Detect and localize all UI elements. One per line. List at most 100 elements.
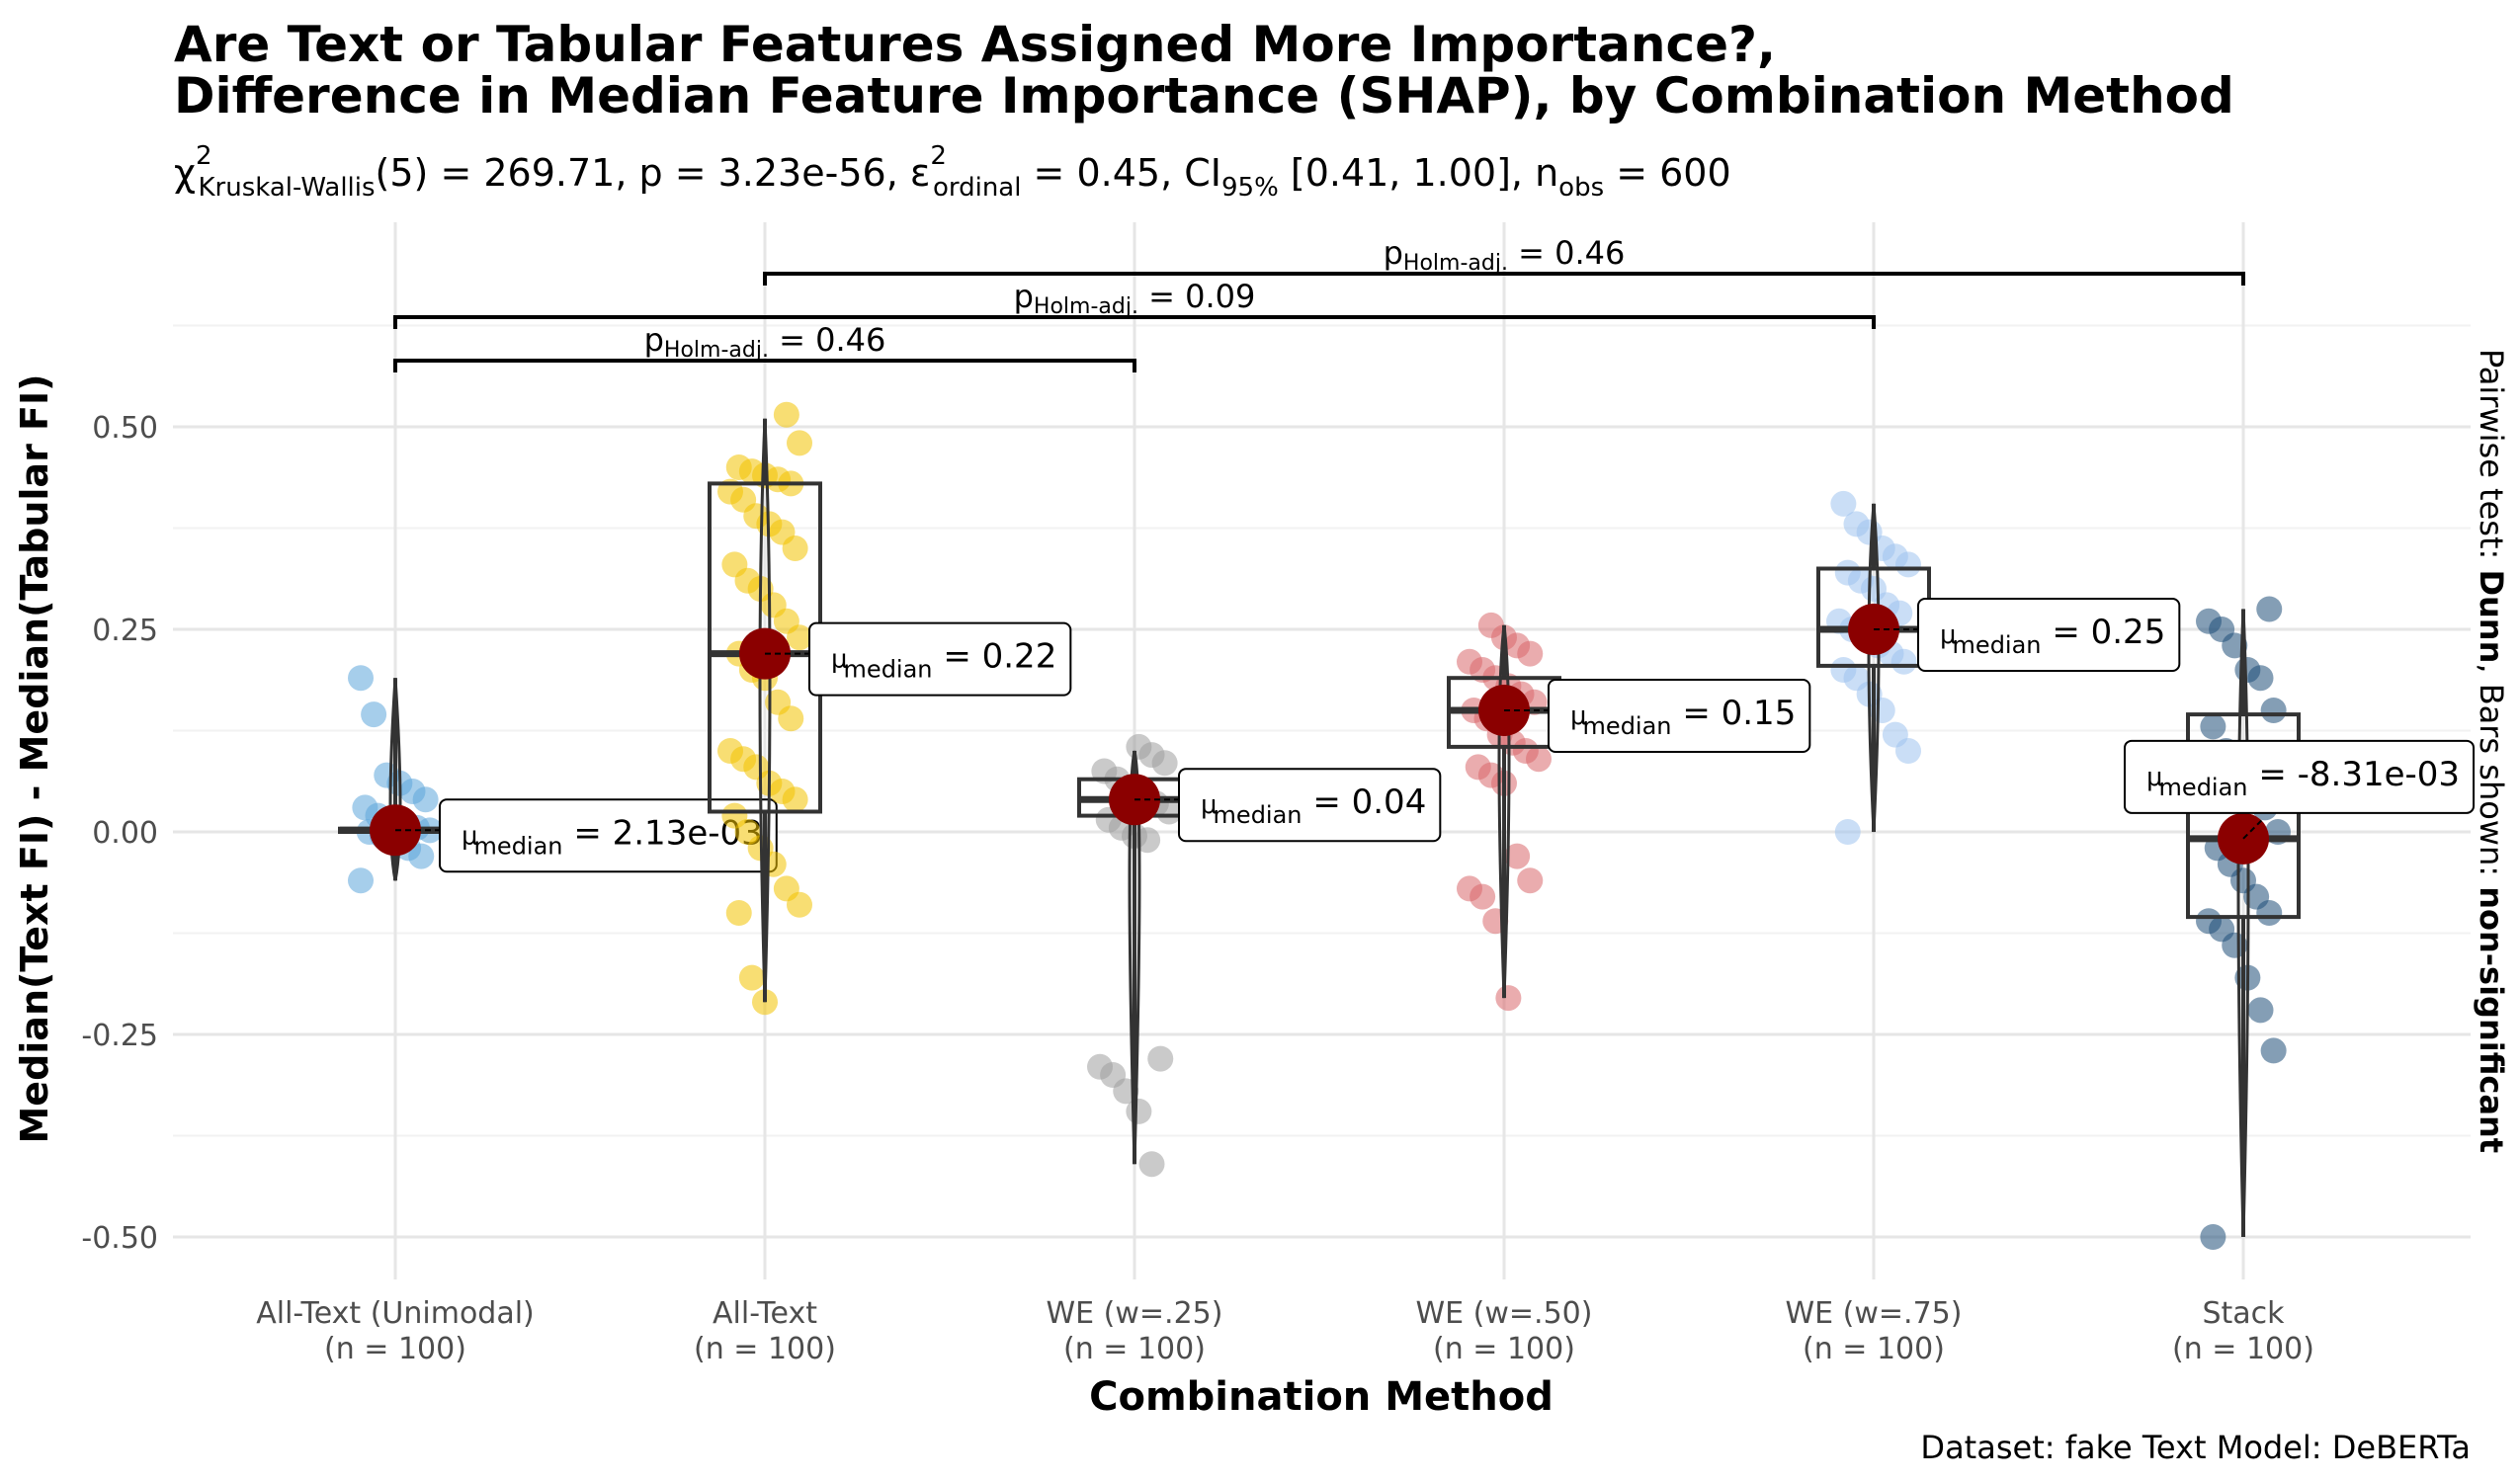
median-label-sub: median: [1953, 631, 2042, 659]
right-label-part: Pairwise test:: [2473, 349, 2510, 570]
median-label-sub: median: [1583, 712, 1672, 740]
data-point: [782, 786, 808, 813]
right-label-part: Dunn: [2473, 569, 2510, 663]
data-point: [1830, 490, 1857, 517]
y-axis-title: Median(Text FI) - Median(Tabular FI): [13, 373, 56, 1143]
pairwise-p-sub: Holm-adj.: [664, 338, 769, 363]
pairwise-p-value: = 0.46: [1508, 234, 1625, 272]
pairwise-bracket: [763, 272, 2245, 286]
pairwise-bracket: [393, 315, 1876, 329]
data-point: [1895, 738, 1921, 764]
data-point: [1517, 640, 1544, 667]
median-label-connector: [2242, 818, 2264, 840]
chart-title-line-1: Are Text or Tabular Features Assigned Mo…: [174, 16, 1776, 73]
data-point: [348, 665, 374, 692]
right-label-part: non-significant: [2473, 886, 2510, 1153]
data-point: [782, 535, 808, 561]
data-point: [738, 964, 765, 991]
x-axis-title: Combination Method: [1089, 1374, 1554, 1420]
data-point: [1517, 867, 1544, 894]
data-point: [2247, 665, 2274, 692]
pairwise-label: pHolm-adj. = 0.09: [1014, 278, 1256, 319]
data-point: [2260, 1037, 2287, 1064]
data-point: [2256, 900, 2283, 926]
median-label-symbol: μ: [1570, 701, 1587, 731]
data-point: [1151, 750, 1178, 777]
x-tick-label: All-Text: [713, 1296, 817, 1331]
data-point: [787, 624, 812, 651]
x-tick-label: All-Text (Unimodal): [256, 1296, 535, 1331]
pairwise-p: p: [1384, 234, 1403, 272]
x-tick-label: WE (w=.50): [1416, 1296, 1593, 1331]
data-point: [2247, 997, 2274, 1024]
data-point: [361, 701, 387, 728]
data-point: [408, 843, 435, 869]
median-label-sub: median: [2159, 774, 2248, 801]
median-label: μmedian = 0.22: [831, 637, 1056, 684]
y-tick-label: 0.25: [92, 614, 158, 648]
group-4: μmedian = 0.25: [1816, 490, 2181, 845]
pairwise-bar: pHolm-adj. = 0.46: [393, 321, 1136, 372]
median-label-box: [1917, 598, 2181, 672]
data-point: [787, 430, 812, 456]
y-tick-label: -0.50: [81, 1221, 158, 1256]
x-tick-count-label: (n = 100): [2172, 1332, 2314, 1366]
pairwise-p-value: = 0.09: [1138, 278, 1255, 315]
median-label-symbol: μ: [831, 645, 848, 675]
pairwise-bar: pHolm-adj. = 0.46: [763, 234, 2245, 286]
data-point: [348, 867, 374, 894]
data-point: [787, 891, 812, 918]
x-tick-count-label: (n = 100): [324, 1332, 466, 1366]
data-point: [1890, 648, 1917, 675]
chart-title-line-2: Difference in Median Feature Importance …: [174, 67, 2234, 124]
x-tick-count-label: (n = 100): [1803, 1332, 1945, 1366]
data-point: [773, 401, 799, 428]
median-label: μmedian = 0.15: [1570, 694, 1796, 740]
pairwise-p-value: = 0.46: [769, 321, 885, 359]
box: [2186, 712, 2301, 920]
median-label-symbol: μ: [1940, 620, 1957, 650]
y-tick-label: 0.50: [92, 411, 158, 446]
x-tick-count-label: (n = 100): [694, 1332, 836, 1366]
right-axis-label: Pairwise test: Dunn, Bars shown: non-sig…: [2473, 349, 2510, 1153]
group-3: μmedian = 0.15: [1447, 612, 1811, 1012]
pairwise-label: pHolm-adj. = 0.46: [1384, 234, 1626, 276]
data-point: [2200, 713, 2226, 740]
data-point: [1138, 1151, 1165, 1178]
data-point: [1869, 698, 1895, 723]
median-label-box: [2124, 739, 2476, 814]
data-point: [1895, 551, 1921, 578]
x-tick-count-label: (n = 100): [1063, 1332, 1206, 1366]
data-point: [412, 786, 439, 813]
data-point: [1834, 819, 1861, 845]
pairwise-p-sub: Holm-adj.: [1403, 251, 1508, 276]
pairwise-p-sub: Holm-adj.: [1034, 294, 1138, 319]
median-label-symbol: μ: [1201, 790, 1218, 820]
x-tick-label: WE (w=.25): [1047, 1296, 1223, 1331]
group-2: μmedian = 0.04: [1077, 733, 1442, 1178]
median-label-sub: median: [474, 832, 563, 860]
median-label-symbol: μ: [462, 821, 478, 851]
median-label-value: = 0.25: [2042, 613, 2166, 652]
y-tick-label: -0.25: [81, 1019, 158, 1053]
median-label: μmedian = 0.04: [1201, 782, 1426, 829]
group-5: μmedian = -8.31e-03: [2124, 596, 2476, 1250]
data-point: [2260, 698, 2287, 723]
right-label-part: , Bars shown:: [2473, 663, 2510, 886]
pairwise-label: pHolm-adj. = 0.46: [644, 321, 886, 363]
group-0: μmedian = 2.13e-03: [338, 665, 778, 894]
data-point: [1470, 883, 1496, 910]
median-label: μmedian = 0.25: [1940, 613, 2165, 659]
data-point: [2222, 932, 2248, 958]
median-label-value: = -8.31e-03: [2248, 755, 2461, 794]
median-label-symbol: μ: [2146, 763, 2163, 792]
data-point: [1526, 746, 1552, 773]
data-point: [1156, 798, 1182, 825]
median-label-box: [1548, 679, 1811, 753]
median-label-box: [439, 798, 778, 873]
median-label-sub: median: [844, 656, 933, 684]
x-tick-count-label: (n = 100): [1433, 1332, 1575, 1366]
data-point: [1134, 827, 1161, 854]
median-label: μmedian = -8.31e-03: [2146, 755, 2460, 801]
data-point: [725, 900, 752, 926]
